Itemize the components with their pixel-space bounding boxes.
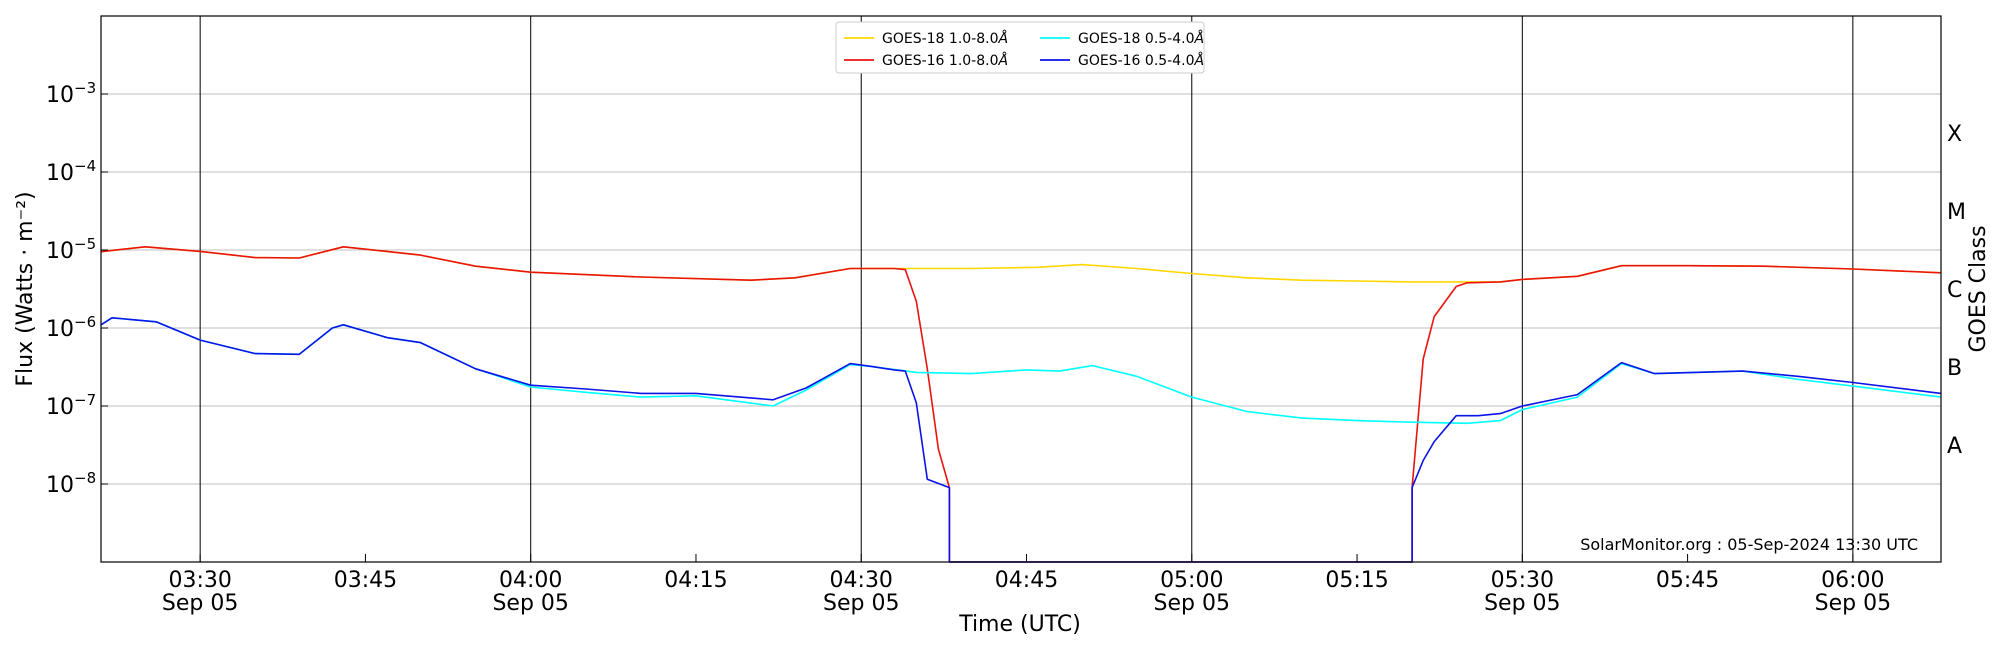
y-tick-base: 10 xyxy=(46,161,74,186)
legend-entry-unit: Å xyxy=(1194,52,1205,69)
legend-entry: GOES-16 1.0-8.0Å xyxy=(882,52,1008,69)
y-tick-base: 10 xyxy=(46,317,74,342)
x-tick-label: 04:30 xyxy=(830,568,893,593)
legend-entry-unit: Å xyxy=(1194,30,1205,47)
series-lines xyxy=(100,246,1942,563)
legend-entry: GOES-18 1.0-8.0Å xyxy=(882,30,1008,47)
x-tick-label: 04:15 xyxy=(664,568,727,593)
legend-entry-label: GOES-18 0.5-4.0 xyxy=(1078,31,1195,47)
plot-frame xyxy=(100,15,1942,563)
goes-class-c-label: C xyxy=(1947,278,1962,303)
vertical-gridlines xyxy=(199,16,1854,562)
x-axis-title: Time (UTC) xyxy=(958,612,1081,637)
legend-entry-unit: Å xyxy=(998,52,1009,69)
y-tick-exponent: −4 xyxy=(74,157,96,175)
goes-class-labels: A B C M X xyxy=(1947,122,1966,459)
y-tick-base: 10 xyxy=(46,83,74,108)
x-tick-date: Sep 05 xyxy=(1484,591,1560,616)
y-tick-base: 10 xyxy=(46,239,74,264)
x-tick-label: 03:30 xyxy=(168,568,231,593)
goes-class-b-label: B xyxy=(1947,356,1962,381)
y-tick-exponent: −3 xyxy=(74,79,96,97)
goes-class-x-label: X xyxy=(1947,122,1962,147)
x-tick-label: 05:00 xyxy=(1160,568,1223,593)
x-tick-label: 05:15 xyxy=(1325,568,1388,593)
goes-class-a-label: A xyxy=(1947,434,1962,459)
x-tick-date: Sep 05 xyxy=(1154,591,1230,616)
x-tick-label: 05:30 xyxy=(1491,568,1554,593)
legend-box xyxy=(835,21,1205,74)
y-tick-label: 10−4 xyxy=(46,157,96,186)
legend-entry: GOES-18 0.5-4.0Å xyxy=(1078,30,1204,47)
y-tick-label: 10−6 xyxy=(46,313,96,342)
x-tick-date: Sep 05 xyxy=(492,591,568,616)
x-tick-label: 04:00 xyxy=(499,568,562,593)
right-axis-title: GOES Class xyxy=(1966,225,1991,352)
x-tick-label: 05:45 xyxy=(1656,568,1719,593)
legend-entry-label: GOES-16 0.5-4.0 xyxy=(1078,53,1195,69)
x-tick-date: Sep 05 xyxy=(162,591,238,616)
y-tick-label: 10−5 xyxy=(46,235,96,264)
y-tick-exponent: −6 xyxy=(74,313,96,331)
plot-area xyxy=(101,16,1941,562)
legend-entry-unit: Å xyxy=(998,30,1009,47)
y-axis-ticks: 10−810−710−610−510−410−3 xyxy=(46,79,108,498)
x-tick-label: 04:45 xyxy=(995,568,1058,593)
x-tick-date: Sep 05 xyxy=(1815,591,1891,616)
x-tick-label: 03:45 xyxy=(334,568,397,593)
legend-entry-label: GOES-16 1.0-8.0 xyxy=(882,53,999,69)
y-tick-base: 10 xyxy=(46,473,74,498)
goes-class-m-label: M xyxy=(1947,200,1966,225)
y-tick-label: 10−3 xyxy=(46,79,96,108)
credit-text: SolarMonitor.org : 05-Sep-2024 13:30 UTC xyxy=(1580,535,1918,554)
legend-entry: GOES-16 0.5-4.0Å xyxy=(1078,52,1204,69)
legend-entry-label: GOES-18 1.0-8.0 xyxy=(882,31,999,47)
y-tick-exponent: −8 xyxy=(74,469,96,487)
x-tick-label: 06:00 xyxy=(1821,568,1884,593)
horizontal-gridlines xyxy=(101,93,1941,485)
y-tick-exponent: −5 xyxy=(74,235,96,253)
series-goes-16-1-0-8-0-line xyxy=(100,246,1942,563)
y-tick-label: 10−7 xyxy=(46,391,96,420)
x-tick-date: Sep 05 xyxy=(823,591,899,616)
y-tick-label: 10−8 xyxy=(46,469,96,498)
y-tick-base: 10 xyxy=(46,395,74,420)
y-tick-exponent: −7 xyxy=(74,391,96,409)
y-axis-title: Flux (Watts · m⁻²) xyxy=(13,191,38,386)
series-goes-16-0-5-4-0-line xyxy=(100,316,1942,563)
